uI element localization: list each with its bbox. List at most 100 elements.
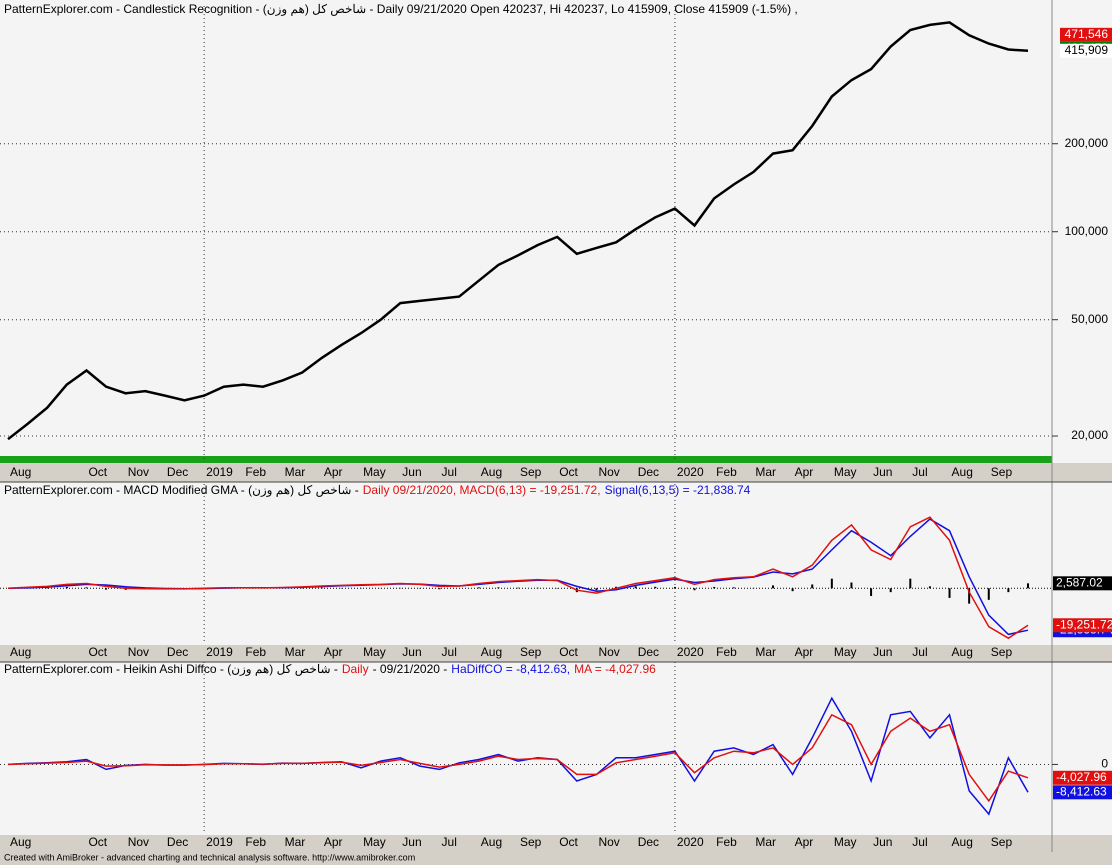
x-tick-label: Feb [716, 645, 737, 659]
series-line [7, 713, 1029, 803]
value-box [1053, 785, 1112, 800]
x-tick-label: Jul [912, 835, 927, 849]
x-tick-label: Jul [442, 645, 457, 659]
x-tick-label: May [363, 465, 386, 479]
value-box-label: -4,027.96 [1056, 770, 1107, 784]
x-tick-label: Nov [128, 465, 149, 479]
x-tick-label: Jun [402, 645, 421, 659]
title-part: PatternExplorer.com - Heikin Ashi Diffco… [4, 662, 338, 676]
x-tick-label: Feb [245, 835, 266, 849]
signal-strip [0, 456, 1052, 463]
value-box-label: 2,587.02 [1056, 575, 1103, 589]
x-tick-label: Jun [873, 835, 892, 849]
x-tick-label: Aug [481, 835, 502, 849]
y-tick-label: 200,000 [1065, 136, 1109, 150]
x-tick-label: Jul [442, 835, 457, 849]
x-tick-label: Dec [167, 645, 188, 659]
x-tick-label: Nov [598, 465, 619, 479]
x-tick-label: Sep [520, 645, 542, 659]
price-box [1060, 27, 1112, 42]
title-part: PatternExplorer.com - MACD Modified GMA … [4, 483, 359, 497]
series-line [7, 516, 1029, 640]
x-tick-label: Mar [285, 645, 306, 659]
x-tick-label: Dec [638, 465, 659, 479]
x-tick-label: Aug [10, 835, 31, 849]
pane-title: PatternExplorer.com - Candlestick Recogn… [4, 2, 798, 16]
x-tick-label: May [363, 835, 386, 849]
x-tick-label: Nov [128, 645, 149, 659]
x-tick-label: Mar [755, 645, 776, 659]
x-tick-label: Dec [638, 835, 659, 849]
title-part: Daily 09/21/2020, MACD(6,13) = -19,251.7… [363, 483, 601, 497]
x-tick-label: Apr [795, 645, 814, 659]
pane-title: PatternExplorer.com - Heikin Ashi Diffco… [4, 662, 656, 676]
x-tick-label: Nov [128, 835, 149, 849]
x-tick-label: Apr [324, 835, 343, 849]
x-tick-label: Aug [952, 645, 973, 659]
x-tick-label: Sep [991, 465, 1013, 479]
x-tick-label: Jun [402, 835, 421, 849]
x-tick-label: Sep [991, 645, 1013, 659]
x-tick-label: Mar [755, 465, 776, 479]
x-tick-label: Aug [481, 465, 502, 479]
x-tick-label: Jul [912, 465, 927, 479]
title-part: MA = -4,027.96 [574, 662, 656, 676]
x-tick-label: Apr [795, 835, 814, 849]
x-tick-label: Apr [324, 645, 343, 659]
title-part: PatternExplorer.com - Candlestick Recogn… [4, 2, 798, 16]
x-tick-label: Aug [10, 645, 31, 659]
x-tick-label: Mar [755, 835, 776, 849]
x-tick-label: 2019 [206, 465, 233, 479]
y-tick-label: 50,000 [1071, 312, 1108, 326]
value-box [1053, 770, 1112, 785]
x-tick-label: Oct [559, 645, 578, 659]
x-tick-label: Jul [912, 645, 927, 659]
y-tick-label: 20,000 [1071, 428, 1108, 442]
x-tick-label: Oct [88, 835, 107, 849]
macd-pane [0, 482, 1112, 645]
x-tick-label: Mar [285, 465, 306, 479]
x-tick-label: Dec [638, 645, 659, 659]
x-tick-label: Jun [873, 465, 892, 479]
x-tick-label: 2020 [677, 465, 704, 479]
x-tick-label: Dec [167, 465, 188, 479]
price-box-label: 415,909 [1065, 43, 1109, 57]
x-tick-label: Oct [88, 465, 107, 479]
x-tick-label: Sep [991, 835, 1013, 849]
x-tick-label: May [834, 465, 857, 479]
x-tick-label: Aug [481, 645, 502, 659]
x-tick-label: Feb [716, 465, 737, 479]
x-tick-label: Sep [520, 835, 542, 849]
title-part: HaDiffCO = -8,412.63, [451, 662, 570, 676]
x-tick-label: Feb [245, 645, 266, 659]
title-part: - 09/21/2020 - [373, 662, 448, 676]
pane-title: PatternExplorer.com - MACD Modified GMA … [4, 483, 751, 497]
value-box-label: -19,251.72 [1056, 617, 1112, 631]
x-tick-label: Feb [245, 465, 266, 479]
x-tick-label: Sep [520, 465, 542, 479]
x-tick-label: Nov [598, 645, 619, 659]
x-tick-label: Oct [559, 835, 578, 849]
x-tick-label: Oct [559, 465, 578, 479]
x-tick-label: Jun [402, 465, 421, 479]
x-tick-label: May [363, 645, 386, 659]
x-tick-label: May [834, 835, 857, 849]
x-tick-label: 2019 [206, 645, 233, 659]
value-box-label: -8,412.63 [1056, 784, 1107, 798]
price-box-label: 471,546 [1065, 27, 1109, 41]
x-tick-label: 2019 [206, 835, 233, 849]
y-tick-label: 100,000 [1065, 224, 1109, 238]
x-tick-label: 2020 [677, 835, 704, 849]
y-tick-label: 0 [1101, 757, 1108, 771]
x-tick-label: Apr [795, 465, 814, 479]
x-tick-label: Feb [716, 835, 737, 849]
x-tick-label: Dec [167, 835, 188, 849]
series-line [7, 21, 1029, 441]
x-tick-label: Oct [88, 645, 107, 659]
x-tick-label: May [834, 645, 857, 659]
hadiff-pane [0, 662, 1112, 835]
x-tick-label: 2020 [677, 645, 704, 659]
title-part: Daily [342, 662, 369, 676]
